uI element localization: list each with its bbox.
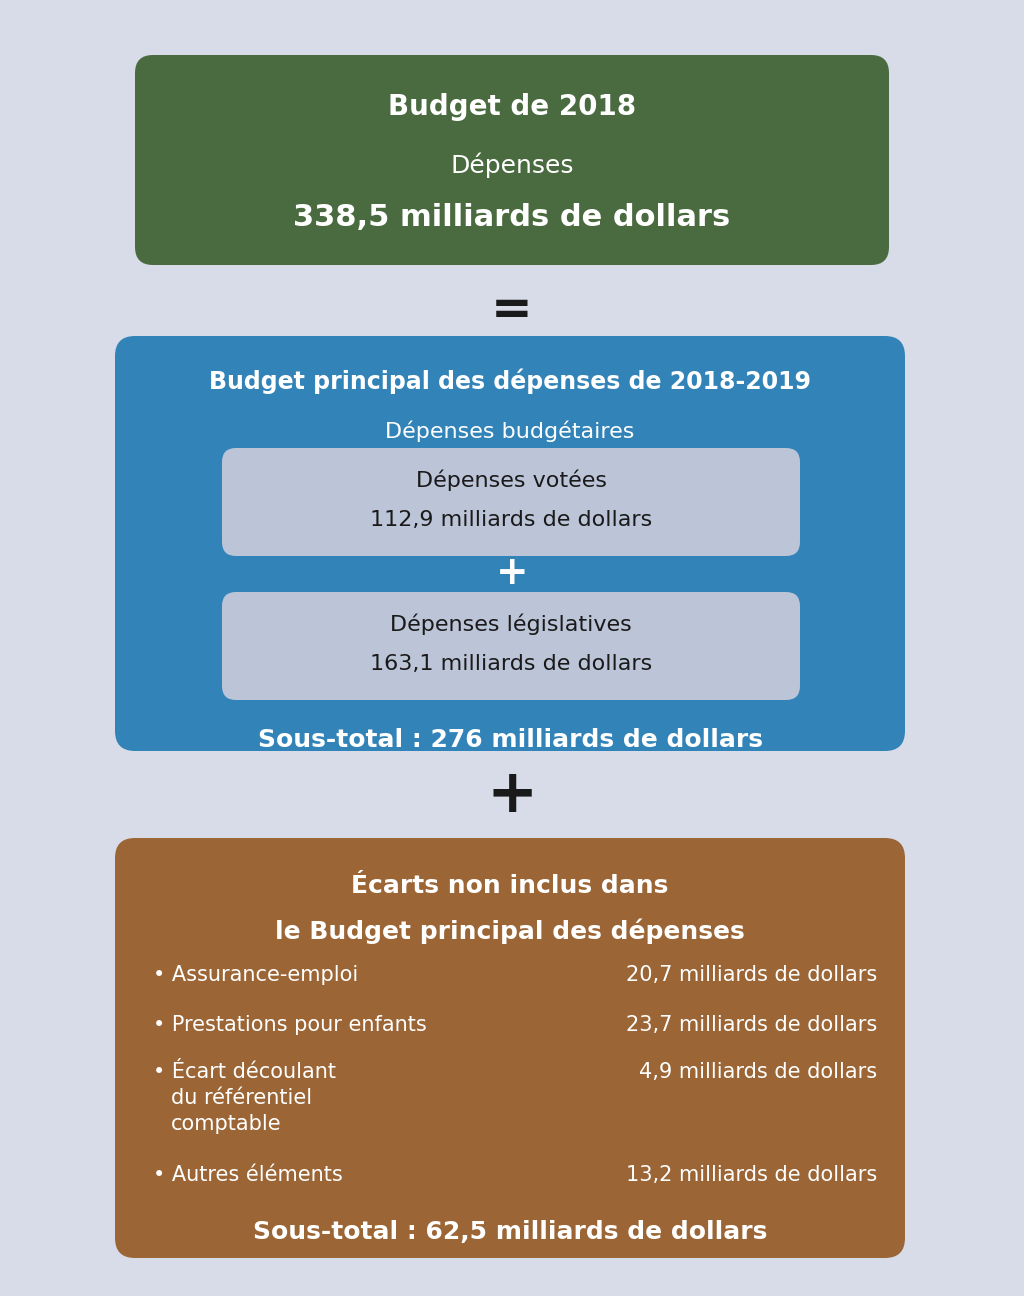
Text: Dépenses budgétaires: Dépenses budgétaires: [385, 420, 635, 442]
Text: =: =: [492, 286, 532, 334]
Text: 20,7 milliards de dollars: 20,7 milliards de dollars: [626, 966, 877, 985]
FancyBboxPatch shape: [222, 592, 800, 700]
Text: le Budget principal des dépenses: le Budget principal des dépenses: [275, 919, 744, 943]
Text: Écarts non inclus dans: Écarts non inclus dans: [351, 874, 669, 898]
Text: • Assurance-emploi: • Assurance-emploi: [153, 966, 358, 985]
Text: • Prestations pour enfants: • Prestations pour enfants: [153, 1015, 427, 1036]
Text: comptable: comptable: [171, 1115, 282, 1134]
Text: 338,5 milliards de dollars: 338,5 milliards de dollars: [293, 203, 731, 232]
Text: +: +: [496, 553, 528, 592]
Text: Dépenses votées: Dépenses votées: [416, 469, 606, 491]
Text: • Écart découlant: • Écart découlant: [153, 1061, 336, 1082]
Text: 23,7 milliards de dollars: 23,7 milliards de dollars: [626, 1015, 877, 1036]
FancyBboxPatch shape: [115, 839, 905, 1258]
Text: 4,9 milliards de dollars: 4,9 milliards de dollars: [639, 1061, 877, 1082]
Text: du référentiel: du référentiel: [171, 1089, 312, 1108]
Text: 163,1 milliards de dollars: 163,1 milliards de dollars: [370, 654, 652, 674]
Text: Budget principal des dépenses de 2018-2019: Budget principal des dépenses de 2018-20…: [209, 368, 811, 394]
Text: Dépenses: Dépenses: [451, 152, 573, 178]
FancyBboxPatch shape: [222, 448, 800, 556]
Text: Sous-total : 62,5 milliards de dollars: Sous-total : 62,5 milliards de dollars: [253, 1220, 767, 1244]
Text: 13,2 milliards de dollars: 13,2 milliards de dollars: [626, 1165, 877, 1185]
FancyBboxPatch shape: [135, 54, 889, 264]
Text: Sous-total : 276 milliards de dollars: Sous-total : 276 milliards de dollars: [257, 728, 763, 752]
Text: +: +: [486, 766, 538, 824]
Text: • Autres éléments: • Autres éléments: [153, 1165, 343, 1185]
FancyBboxPatch shape: [115, 336, 905, 750]
Text: Dépenses législatives: Dépenses législatives: [390, 613, 632, 635]
Text: 112,9 milliards de dollars: 112,9 milliards de dollars: [370, 511, 652, 530]
Text: Budget de 2018: Budget de 2018: [388, 93, 636, 121]
